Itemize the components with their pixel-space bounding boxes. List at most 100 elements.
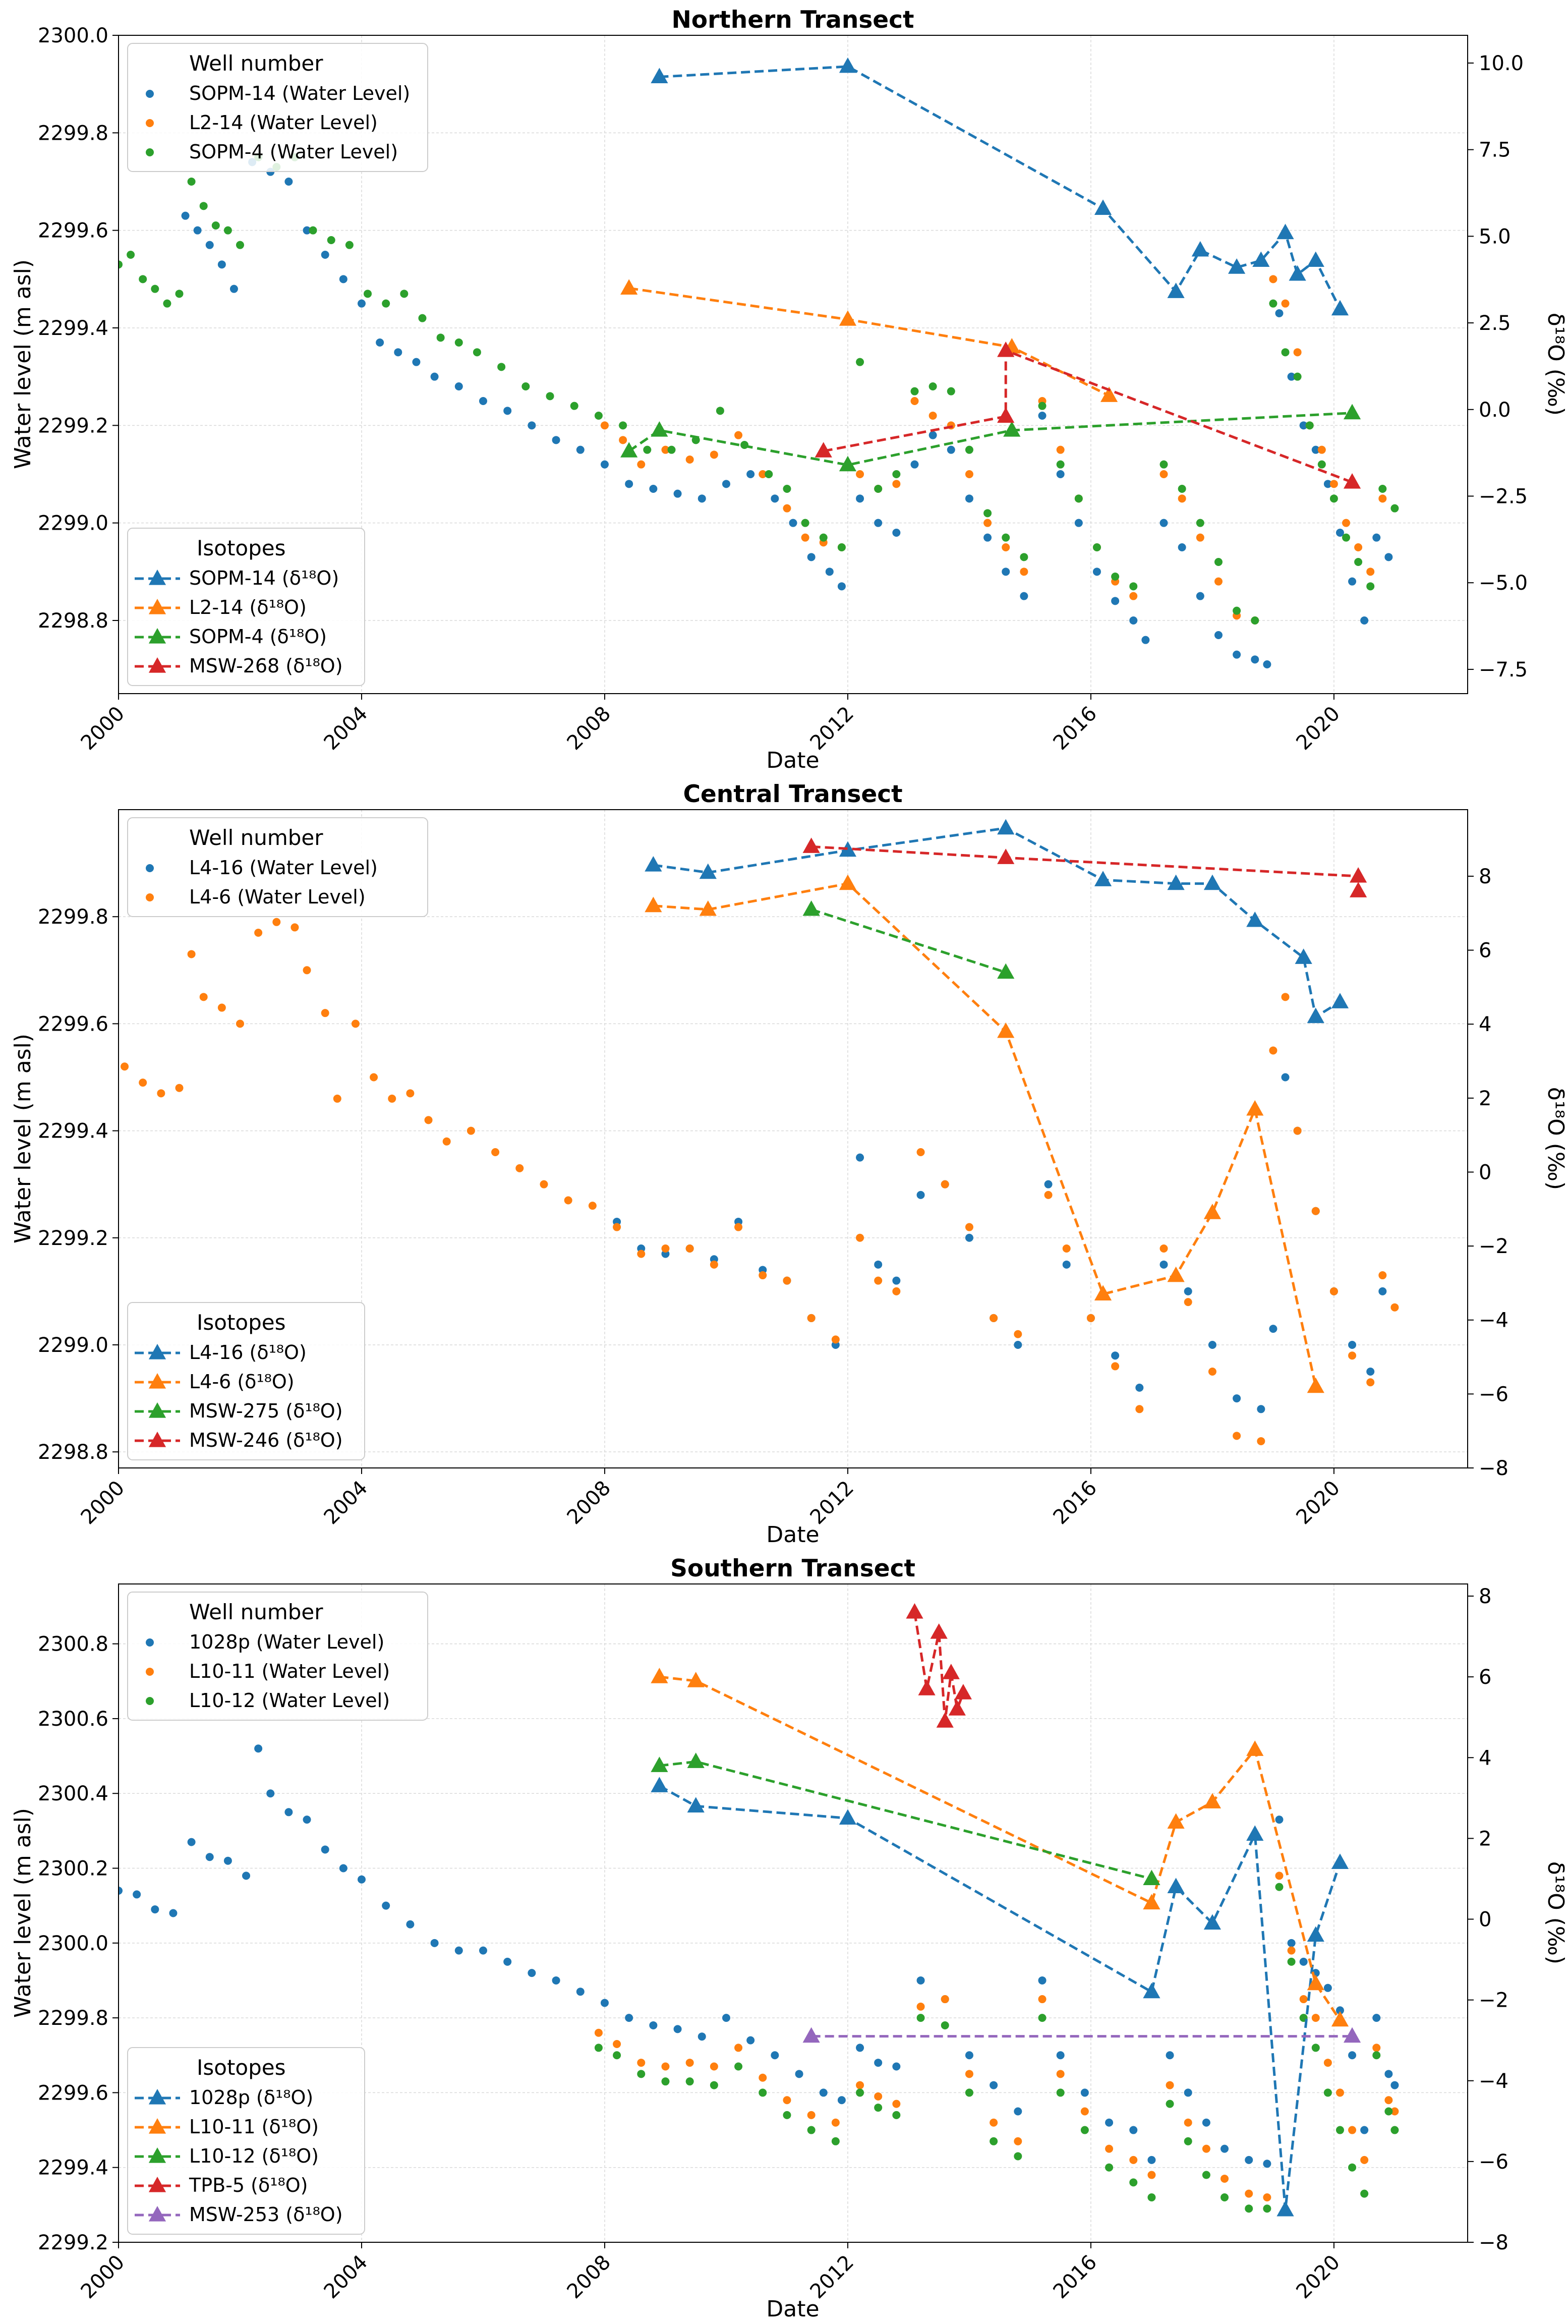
water-point [1056,2051,1065,2060]
water-point [1348,577,1357,586]
water-point [856,2044,864,2052]
isotope-series [802,900,1015,979]
legend-marker [146,1697,154,1705]
water-point [1348,2051,1357,2060]
water-point [1074,519,1083,527]
water-point [1014,1330,1022,1338]
legend-marker [148,570,166,585]
legend-marker [148,2118,166,2134]
water-point [801,533,809,542]
water-point [1111,597,1120,605]
legend-marker [146,864,154,872]
water-point [965,1233,973,1242]
water-point [807,2111,816,2119]
water-point [576,445,585,454]
water-point [965,2051,973,2060]
y2-tick-label: −2.5 [1479,485,1528,508]
water-point [892,1287,901,1295]
water-point [698,2032,706,2041]
water-point [783,1276,791,1285]
water-point [892,1276,901,1285]
y-tick-label: 2298.8 [38,609,108,633]
water-point [1335,2088,1344,2097]
water-point [667,445,676,454]
y-tick-label: 2300.0 [38,1932,108,1955]
isotope-point [997,963,1015,979]
water-point [910,397,919,405]
water-point [1245,2156,1253,2164]
water-point [351,1019,360,1028]
water-point [710,2081,718,2089]
water-point [685,2059,694,2067]
panel-northern: Northern Transect Date Water level (m as… [10,6,1568,773]
water-point [193,226,202,235]
water-point [1020,592,1028,600]
water-point [187,950,196,958]
water-point [783,2096,791,2105]
water-point [1129,2156,1138,2164]
water-point [916,1976,925,1985]
legend-marker [148,657,166,673]
water-point [242,1872,251,1880]
water-point [795,2070,803,2078]
y2-axis-label: δ¹⁸O (‰) [1543,1861,1568,1964]
isotope-point [839,1809,857,1825]
plot-frame [118,35,1468,694]
water-point [1275,1883,1284,1891]
y-tick-label: 2300.0 [38,24,108,47]
legend-marker [148,2177,166,2192]
isotope-point [687,1797,705,1812]
water-point [685,1244,694,1253]
isotope-point [839,874,857,890]
isotope-point [1350,882,1367,897]
isotope-point [954,1684,972,1699]
water-point [1038,1976,1047,1985]
isotope-point [815,442,832,458]
water-point [266,1789,275,1798]
isotope-point [1307,1926,1324,1942]
water-point [1287,1946,1296,1955]
y-tick-label: 2299.4 [38,1120,108,1143]
y2-tick-label: −2 [1479,1989,1508,2012]
water-point [990,2118,998,2127]
water-point [1074,494,1083,503]
legend-marker [146,148,154,156]
water-point [759,2088,767,2097]
y-tick-label: 2299.2 [38,414,108,437]
y2-tick-label: −6 [1479,2150,1508,2174]
water-point [831,2137,840,2145]
water-point [1208,1340,1216,1349]
water-point [1221,2193,1229,2202]
water-point [759,2073,767,2082]
water-point [1323,2088,1332,2097]
legend-label: MSW-268 (δ¹⁸O) [189,655,343,677]
legends: Well number L4-16 (Water Level) L4-6 (Wate… [127,817,428,1460]
water-point [333,1094,341,1103]
isotope-point [651,68,668,84]
isotope-point [1307,251,1324,267]
isotope-point [1331,2011,1349,2027]
water-point [406,1920,415,1929]
water-point [1329,1287,1338,1295]
water-point [1384,553,1393,561]
isotope-point [651,1777,668,1792]
water-point [710,1260,718,1269]
water-point [503,1957,512,1966]
water-point [1105,2118,1114,2127]
y2-tick-label: 4 [1479,1746,1491,1770]
isotope-point [1343,404,1361,420]
water-point [1178,494,1186,503]
water-point [515,1164,524,1172]
water-point [661,445,670,454]
y-tick-label: 2300.4 [38,1782,108,1805]
water-point [1275,309,1284,317]
water-point [1281,348,1290,357]
plot-frame [118,1583,1468,2243]
water-point [1287,1957,1296,1966]
water-point [1208,1368,1216,1376]
legend-label: L10-11 (Water Level) [189,1660,390,1682]
x-tick-label: 2012 [806,2251,859,2304]
y2-tick-label: −4 [1479,1309,1508,1332]
water-point [734,2062,743,2071]
isotope-point [1307,1377,1324,1393]
